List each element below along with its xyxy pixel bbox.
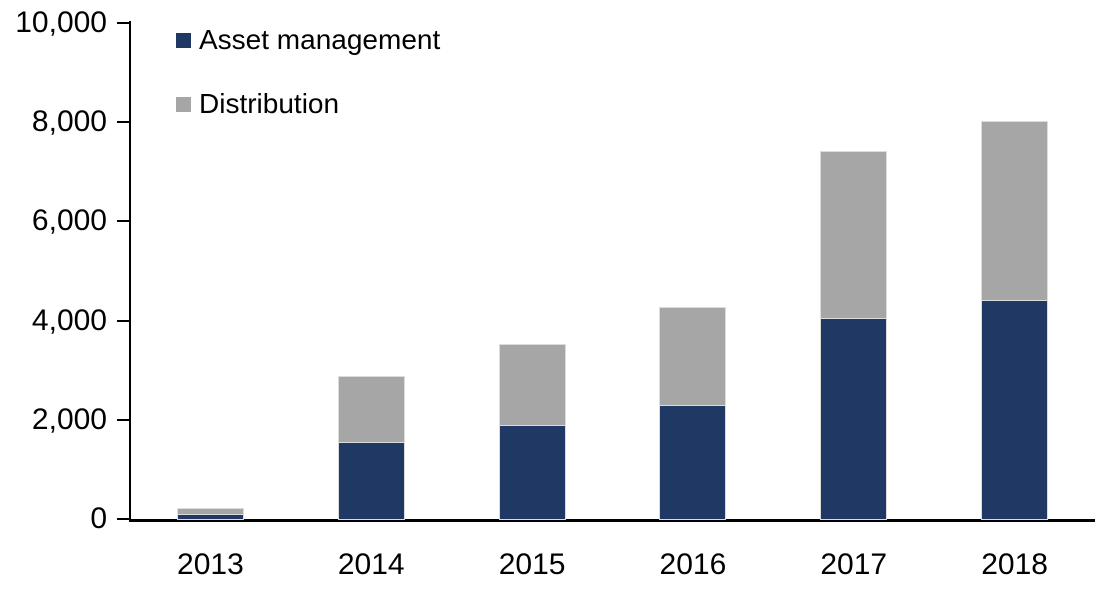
legend-item-distribution: Distribution <box>176 89 440 119</box>
y-tick-mark <box>117 220 130 223</box>
y-tick-label: 6,000 <box>31 204 107 238</box>
y-tick-label: 0 <box>90 502 107 535</box>
bar-segment-2014-distribution <box>338 376 404 443</box>
bar-segment-2018-asset-management <box>982 299 1048 519</box>
legend-item-asset-management: Asset management <box>176 25 440 55</box>
legend: Asset management Distribution <box>176 25 440 119</box>
legend-swatch-distribution-icon <box>176 96 191 112</box>
bar-segment-2015-asset-management <box>499 424 565 519</box>
y-axis-line <box>129 21 131 522</box>
bar-segment-2018-distribution <box>982 122 1048 300</box>
y-tick-label: 4,000 <box>31 303 107 337</box>
y-tick-label: 2,000 <box>31 402 107 436</box>
y-tick-mark <box>117 518 130 520</box>
bar-segment-2016-asset-management <box>660 404 726 519</box>
y-tick-mark <box>117 319 130 322</box>
x-tick-label-2018: 2018 <box>981 548 1048 581</box>
x-tick-label-2015: 2015 <box>498 548 566 581</box>
bar-segment-2013-asset-management <box>177 514 243 519</box>
x-tick-label-2014: 2014 <box>337 548 405 581</box>
y-tick-mark <box>117 22 130 24</box>
x-tick-label-2016: 2016 <box>659 548 727 581</box>
y-tick-label: 10,000 <box>15 6 107 39</box>
bar-segment-2016-distribution <box>660 308 726 405</box>
y-tick-label: 8,000 <box>31 105 107 139</box>
legend-label-distribution: Distribution <box>199 88 340 119</box>
x-tick-label-2013: 2013 <box>177 548 244 581</box>
bar-segment-2017-distribution <box>821 151 887 319</box>
legend-label-asset-management: Asset management <box>199 24 441 55</box>
bar-segment-2014-asset-management <box>338 442 404 519</box>
legend-swatch-asset-management-icon <box>176 32 191 48</box>
x-tick-label-2017: 2017 <box>820 548 888 581</box>
x-axis-line <box>129 519 1095 522</box>
y-tick-mark <box>117 121 130 124</box>
bar-segment-2015-distribution <box>499 345 565 425</box>
bar-segment-2013-distribution <box>177 509 243 515</box>
y-tick-mark <box>117 418 130 421</box>
bar-segment-2017-asset-management <box>821 318 887 519</box>
